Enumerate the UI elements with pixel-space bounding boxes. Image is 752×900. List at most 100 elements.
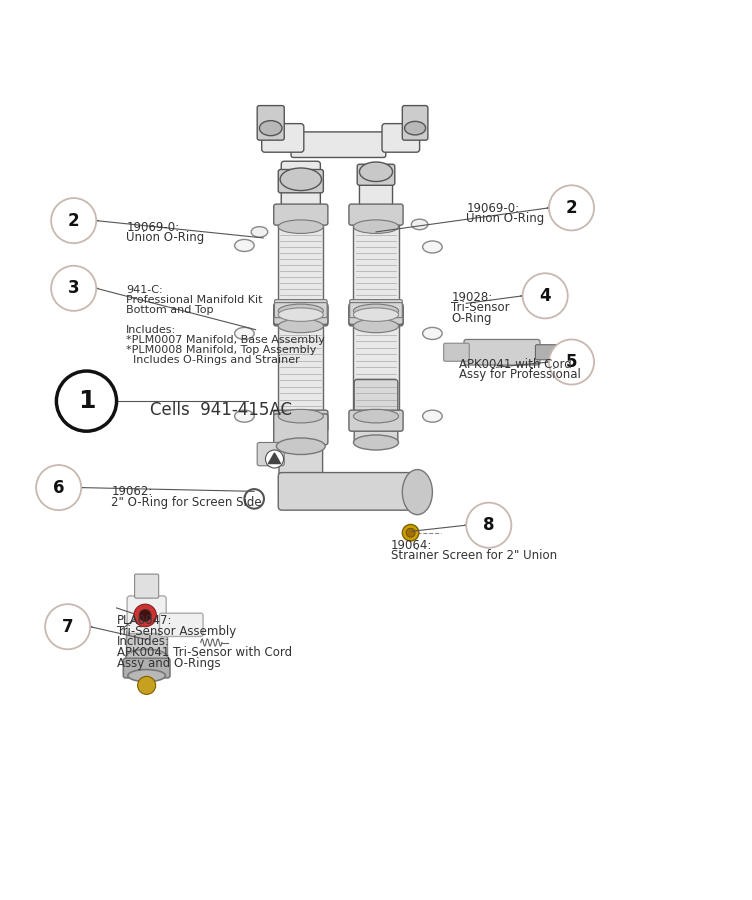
Circle shape (549, 185, 594, 230)
Text: Professional Manifold Kit: Professional Manifold Kit (126, 294, 263, 304)
Text: 5: 5 (566, 353, 578, 371)
Ellipse shape (277, 438, 325, 454)
FancyBboxPatch shape (444, 343, 469, 361)
FancyBboxPatch shape (274, 303, 328, 324)
Ellipse shape (405, 122, 426, 135)
FancyBboxPatch shape (274, 410, 328, 431)
Ellipse shape (353, 435, 399, 450)
Ellipse shape (278, 220, 323, 233)
Circle shape (139, 609, 151, 622)
Text: Tri-Sensor: Tri-Sensor (451, 302, 510, 314)
Ellipse shape (411, 219, 428, 230)
FancyBboxPatch shape (279, 444, 323, 497)
FancyBboxPatch shape (359, 165, 393, 209)
Text: 4: 4 (539, 287, 551, 305)
Circle shape (51, 266, 96, 310)
FancyBboxPatch shape (353, 223, 399, 307)
Text: APK0041 Tri-Sensor with Cord: APK0041 Tri-Sensor with Cord (117, 646, 292, 659)
FancyBboxPatch shape (257, 105, 284, 140)
Text: 941-C:: 941-C: (126, 284, 163, 294)
Text: PLA0047:: PLA0047: (117, 614, 172, 627)
Text: 19069-0:: 19069-0: (466, 202, 520, 215)
FancyBboxPatch shape (350, 302, 402, 318)
FancyBboxPatch shape (382, 123, 420, 152)
FancyBboxPatch shape (281, 161, 320, 209)
Ellipse shape (251, 227, 268, 238)
Text: Union O-Ring: Union O-Ring (126, 231, 205, 244)
Circle shape (549, 339, 594, 384)
Ellipse shape (423, 241, 442, 253)
Text: 1: 1 (77, 389, 96, 413)
Ellipse shape (278, 304, 323, 318)
Ellipse shape (423, 328, 442, 339)
FancyBboxPatch shape (357, 164, 395, 185)
FancyBboxPatch shape (291, 132, 386, 157)
Circle shape (134, 604, 156, 626)
FancyBboxPatch shape (274, 300, 327, 315)
FancyBboxPatch shape (349, 305, 403, 326)
Text: 7: 7 (62, 617, 74, 635)
Ellipse shape (278, 320, 323, 333)
Ellipse shape (235, 328, 254, 339)
FancyBboxPatch shape (464, 339, 540, 365)
Circle shape (138, 677, 156, 695)
FancyBboxPatch shape (274, 204, 328, 225)
FancyBboxPatch shape (278, 169, 323, 193)
Ellipse shape (128, 670, 165, 681)
FancyBboxPatch shape (262, 123, 304, 152)
FancyBboxPatch shape (274, 302, 327, 318)
Text: Includes O-Rings and Strainer: Includes O-Rings and Strainer (126, 355, 300, 365)
Circle shape (523, 274, 568, 319)
Circle shape (406, 528, 415, 537)
Ellipse shape (359, 162, 393, 182)
Text: Bottom and Top: Bottom and Top (126, 304, 214, 315)
Text: 2" O-Ring for Screen Side: 2" O-Ring for Screen Side (111, 496, 262, 509)
Ellipse shape (353, 320, 399, 333)
Text: Assy for Professional: Assy for Professional (459, 368, 581, 382)
Ellipse shape (423, 410, 442, 422)
Text: Cells  941-415AC: Cells 941-415AC (150, 401, 293, 419)
Text: 2: 2 (68, 212, 80, 230)
Text: Includes:: Includes: (126, 325, 177, 335)
Circle shape (402, 525, 419, 541)
FancyBboxPatch shape (349, 410, 403, 431)
Polygon shape (268, 453, 280, 464)
Ellipse shape (402, 470, 432, 515)
FancyBboxPatch shape (350, 300, 402, 315)
Text: *PLM0008 Manifold, Top Assembly: *PLM0008 Manifold, Top Assembly (126, 345, 317, 355)
FancyBboxPatch shape (402, 105, 428, 140)
Text: 19064:: 19064: (391, 539, 432, 552)
Text: APK0041 with Cord: APK0041 with Cord (459, 357, 572, 371)
FancyBboxPatch shape (349, 303, 403, 324)
Ellipse shape (259, 121, 282, 136)
FancyBboxPatch shape (127, 596, 166, 634)
FancyBboxPatch shape (278, 223, 323, 307)
Text: 8: 8 (483, 517, 495, 535)
Circle shape (466, 502, 511, 548)
Circle shape (51, 198, 96, 243)
FancyBboxPatch shape (257, 443, 284, 466)
Text: Includes:: Includes: (117, 635, 169, 648)
Text: *PLM0007 Manifold, Base Assembly: *PLM0007 Manifold, Base Assembly (126, 335, 325, 345)
Text: 6: 6 (53, 479, 65, 497)
Ellipse shape (353, 304, 399, 318)
Text: 19028:: 19028: (451, 291, 493, 303)
Circle shape (36, 465, 81, 510)
FancyBboxPatch shape (135, 574, 159, 599)
Text: Union O-Ring: Union O-Ring (466, 212, 544, 226)
Ellipse shape (353, 308, 399, 321)
Ellipse shape (353, 410, 399, 423)
Ellipse shape (278, 410, 323, 423)
FancyBboxPatch shape (349, 204, 403, 225)
Text: O-Ring: O-Ring (451, 312, 492, 325)
Text: 19062:: 19062: (111, 485, 153, 499)
FancyBboxPatch shape (159, 613, 203, 636)
Ellipse shape (235, 410, 254, 422)
Ellipse shape (280, 168, 322, 191)
Ellipse shape (353, 220, 399, 233)
Ellipse shape (126, 649, 168, 664)
FancyBboxPatch shape (274, 305, 328, 326)
Ellipse shape (235, 239, 254, 251)
FancyBboxPatch shape (278, 472, 421, 510)
Text: Tri-Sensor Assembly: Tri-Sensor Assembly (117, 625, 236, 637)
